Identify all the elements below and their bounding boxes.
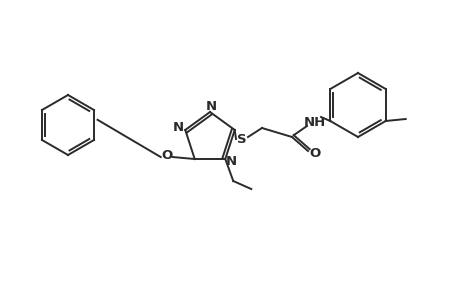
Text: N: N [172,122,184,134]
Text: NH: NH [303,116,325,128]
Text: S: S [237,133,246,146]
Text: N: N [205,100,216,112]
Text: O: O [161,148,172,161]
Text: N: N [225,154,236,167]
Text: O: O [309,146,320,160]
